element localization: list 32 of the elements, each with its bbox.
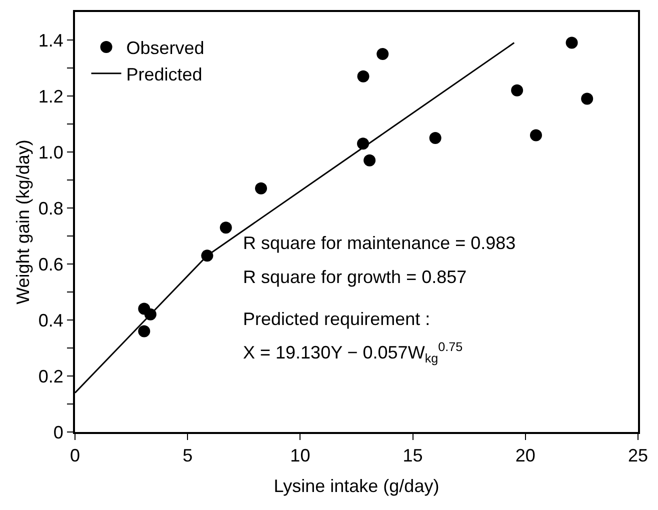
point <box>376 48 389 60</box>
point <box>566 36 578 49</box>
point <box>581 92 594 105</box>
x-tick-label: 15 <box>402 446 423 466</box>
legend-label: Observed <box>126 38 204 58</box>
annotation: Predicted requirement : <box>243 309 430 329</box>
x-tick-label: 5 <box>182 446 193 466</box>
point <box>429 132 442 144</box>
x-tick-label: 10 <box>290 446 310 466</box>
x-tick-label: 0 <box>70 446 80 466</box>
point <box>511 84 524 96</box>
x-tick-label: 25 <box>628 446 648 466</box>
x-tick-label: 20 <box>515 446 536 466</box>
y-tick-label: 0 <box>53 422 64 442</box>
y-tick-label: 0.8 <box>38 198 64 218</box>
annotation: R square for maintenance = 0.983 <box>243 233 516 253</box>
y-axis-title: Weight gain (kg/day) <box>13 140 34 304</box>
point <box>530 129 542 142</box>
y-tick-label: 0.4 <box>38 310 64 330</box>
point <box>138 325 150 338</box>
annotation: R square for growth = 0.857 <box>243 267 467 287</box>
y-tick-label: 0.2 <box>38 366 64 386</box>
point <box>364 154 376 166</box>
point <box>220 222 232 234</box>
legend-label: Predicted <box>126 64 202 84</box>
x-axis-title: Lysine intake (g/day) <box>274 476 440 496</box>
point <box>255 182 268 194</box>
y-tick-label: 1.0 <box>38 142 64 162</box>
y-tick-label: 1.4 <box>38 30 64 50</box>
y-tick-label: 1.2 <box>38 86 64 106</box>
point <box>357 70 370 82</box>
y-tick-label: 0.6 <box>38 254 64 274</box>
